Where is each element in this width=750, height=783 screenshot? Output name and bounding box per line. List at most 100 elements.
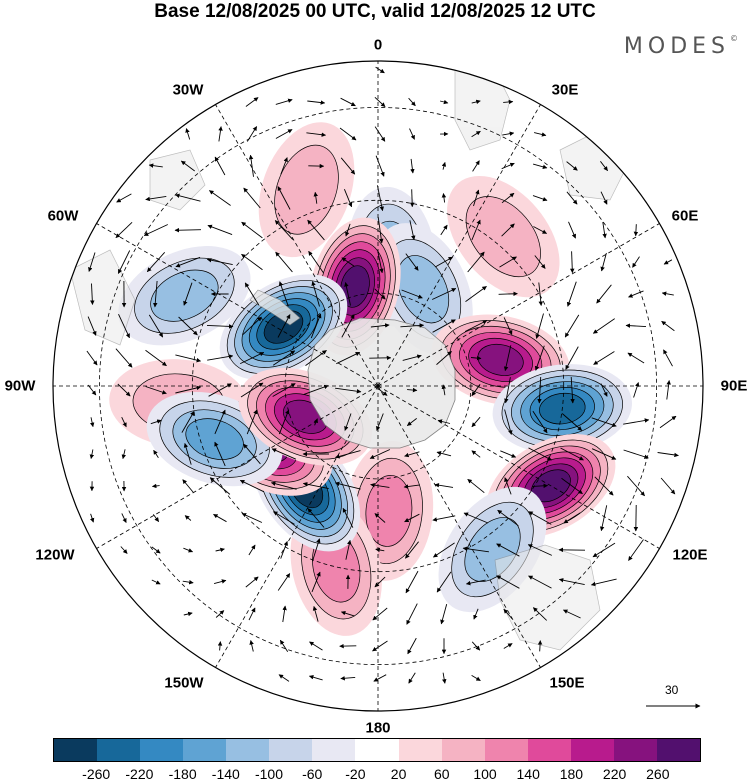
wind-arrow: [215, 547, 225, 553]
wind-arrow: [442, 672, 447, 684]
wind-arrow: [408, 672, 416, 684]
wind-arrow: [277, 573, 291, 591]
colorbar-tick-label: -20: [345, 766, 366, 782]
wind-arrow: [528, 447, 552, 461]
wind-arrow: [312, 605, 319, 622]
colorbar-swatch: [54, 739, 98, 761]
wind-arrow: [275, 129, 293, 139]
wind-arrow: [248, 607, 256, 621]
wind-arrow: [498, 291, 518, 297]
wind-arrow: [245, 576, 259, 588]
colorbar-tick-label: 260: [646, 766, 670, 782]
wind-arrow: [117, 383, 131, 397]
wind-arrow: [181, 411, 195, 433]
colorbar-swatch: [441, 739, 485, 761]
wind-arrow: [432, 288, 457, 300]
colorbar-swatch: [97, 739, 141, 761]
wind-arrow: [532, 483, 549, 489]
colorbar-tick-label: 180: [559, 766, 584, 782]
colorbar-swatch: [613, 739, 657, 761]
wind-arrow: [248, 544, 256, 556]
wind-arrow: [335, 387, 362, 394]
wind-arrow: [374, 576, 386, 588]
meridian-line: [377, 385, 541, 668]
wind-arrow: [504, 377, 511, 404]
wind-arrow: [369, 449, 391, 459]
colorbar-tick-label: 100: [473, 766, 497, 782]
wind-arrow: [436, 571, 452, 593]
wind-arrow: [377, 251, 384, 274]
colorbar-swatch: [570, 739, 614, 761]
colorbar-tick-label: -220: [125, 766, 154, 782]
wind-arrow: [243, 443, 261, 465]
wind-arrow: [146, 251, 166, 273]
wind-arrow: [534, 345, 545, 371]
wind-arrow: [313, 418, 318, 426]
wind-arrow: [534, 255, 546, 269]
colorbar-swatch: [226, 739, 270, 761]
wind-arrow: [209, 477, 231, 495]
wind-arrow: [566, 161, 578, 171]
wind-arrow: [592, 318, 615, 334]
meridian-line: [215, 104, 379, 387]
wind-arrow: [336, 351, 361, 365]
wind-arrow: [345, 223, 351, 237]
wind-arrow: [602, 222, 607, 239]
wind-arrow: [465, 286, 487, 302]
wind-arrow: [659, 415, 677, 429]
wind-arrow: [504, 409, 513, 435]
wind-arrow: [409, 220, 416, 241]
wind-arrow: [532, 195, 548, 202]
wind-arrow: [370, 482, 390, 488]
wind-arrow: [374, 513, 386, 523]
colorbar-tick-label: 140: [516, 766, 540, 782]
label-lon-60w: 60W: [47, 207, 79, 225]
wind-arrow: [278, 281, 289, 307]
wind-vectors: [86, 66, 679, 684]
wind-arrow: [376, 413, 384, 431]
meridian-line: [377, 104, 541, 387]
wind-arrow: [335, 450, 361, 459]
wind-arrow: [591, 417, 617, 428]
label-lon-60e: 60E: [671, 207, 699, 225]
wind-arrow: [538, 282, 544, 306]
wind-arrow: [409, 189, 415, 208]
wind-arrow: [310, 313, 322, 339]
wind-arrow: [341, 257, 355, 267]
wind-arrow: [406, 418, 417, 426]
wind-arrow: [590, 578, 617, 587]
wind-arrow: [342, 507, 354, 528]
wind-arrow: [218, 126, 223, 142]
wind-arrow: [214, 409, 226, 435]
wind-arrow: [207, 224, 233, 236]
wind-arrow: [145, 349, 167, 367]
negative-anomaly-center: [118, 246, 251, 346]
latitude-circle: [98, 106, 658, 666]
wind-arrow: [282, 605, 287, 623]
wind-arrow: [565, 346, 579, 370]
positive-anomaly-center: [447, 175, 560, 298]
label-lon-30e: 30E: [551, 81, 579, 99]
wind-arrow: [183, 611, 193, 617]
wind-arrow: [471, 219, 481, 241]
wind-arrow: [89, 449, 95, 460]
wind-arrow: [118, 314, 130, 339]
wind-arrow: [182, 479, 194, 493]
wind-arrow: [305, 350, 327, 366]
colorbar-swatch: [312, 739, 356, 761]
wind-arrow: [441, 161, 447, 170]
wind-arrow: [206, 258, 233, 266]
wind-arrow: [339, 127, 357, 141]
wind-arrow: [471, 450, 481, 458]
wind-arrow: [180, 160, 195, 172]
wind-arrow: [528, 511, 552, 525]
wind-arrow: [660, 477, 676, 495]
wind-arrow: [562, 609, 581, 619]
wind-arrow: [532, 410, 548, 434]
wind-arrow: [279, 639, 289, 653]
wind-arrow: [88, 252, 96, 272]
wind-arrow: [462, 546, 489, 553]
wind-arrow: [594, 476, 614, 496]
wind-arrow: [151, 483, 160, 489]
wind-arrow: [403, 484, 420, 489]
